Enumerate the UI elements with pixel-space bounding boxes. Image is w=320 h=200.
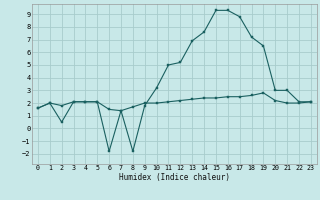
- X-axis label: Humidex (Indice chaleur): Humidex (Indice chaleur): [119, 173, 230, 182]
